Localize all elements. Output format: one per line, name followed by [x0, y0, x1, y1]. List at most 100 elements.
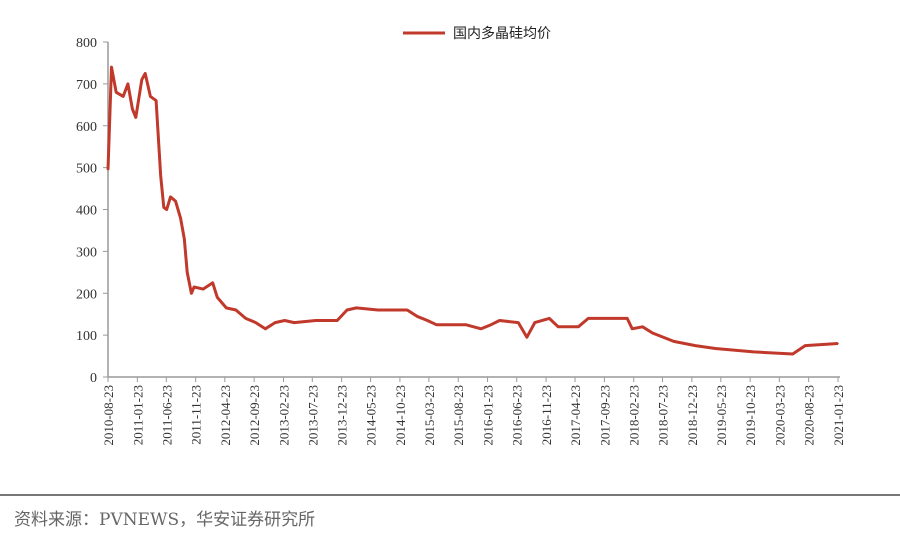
x-tick-label: 2020-08-23: [802, 385, 817, 446]
data-point: [336, 319, 339, 322]
data-point: [193, 286, 195, 288]
data-point: [548, 317, 551, 320]
x-tick-label: 2017-09-23: [597, 385, 612, 446]
data-point: [377, 309, 379, 311]
data-point: [533, 321, 536, 324]
data-point: [274, 321, 276, 324]
data-point: [211, 281, 214, 284]
data-point: [517, 321, 520, 324]
data-point: [626, 317, 629, 320]
data-point: [155, 99, 157, 102]
data-point: [608, 317, 611, 320]
data-point: [183, 238, 186, 240]
legend: 国内多晶硅均价: [403, 25, 551, 42]
data-point: [435, 323, 438, 326]
x-tick-label: 2015-08-23: [451, 385, 466, 446]
data-point: [107, 168, 109, 171]
data-point: [254, 321, 257, 324]
data-point: [169, 196, 172, 198]
data-point: [135, 116, 137, 119]
x-tick-label: 2013-07-23: [305, 385, 320, 446]
data-point: [673, 340, 675, 343]
legend-label: 国内多晶硅均价: [453, 25, 551, 42]
data-point: [186, 271, 189, 274]
x-tick-label: 2016-01-23: [481, 385, 496, 446]
y-tick-label: 300: [76, 245, 97, 260]
x-tick-label: 2017-04-23: [568, 385, 583, 446]
data-point: [837, 342, 839, 345]
data-point: [406, 309, 409, 311]
y-tick-label: 800: [76, 36, 97, 51]
data-point: [355, 307, 358, 309]
data-point: [651, 332, 654, 334]
data-point: [244, 317, 247, 320]
x-tick-label: 2012-04-23: [218, 385, 233, 446]
x-tick-label: 2018-02-23: [627, 385, 642, 446]
data-point: [426, 319, 429, 322]
x-axis: 2010-08-23 2011-01-23 2011-06-23 2011-11-23…: [101, 376, 846, 446]
data-point: [190, 292, 193, 295]
y-axis: 0 100 200 300 400 500 600 700 800: [76, 36, 109, 386]
data-point: [163, 206, 165, 209]
x-tick-label: 2018-07-23: [656, 385, 671, 446]
data-point: [804, 344, 807, 347]
data-point: [752, 351, 755, 353]
y-tick-label: 700: [76, 78, 97, 93]
y-tick-label: 600: [76, 120, 97, 135]
data-point: [144, 72, 147, 75]
data-point: [714, 347, 717, 350]
data-point: [314, 319, 317, 322]
y-tick-label: 500: [76, 162, 97, 177]
plot-series: [106, 65, 839, 356]
data-point: [791, 353, 794, 355]
data-point: [216, 296, 219, 299]
data-point: [127, 83, 129, 85]
x-tick-label: 2011-11-23: [189, 385, 204, 445]
y-tick-label: 100: [76, 329, 97, 344]
series-line: [106, 65, 839, 356]
data-point: [140, 78, 143, 81]
x-tick-label: 2019-10-23: [743, 385, 758, 446]
line-chart: 0 100 200 300 400 500 600 700 800 2010-08-23 2011…: [76, 25, 846, 446]
data-point: [149, 95, 152, 98]
x-tick-label: 2013-02-23: [276, 385, 291, 446]
x-tick-label: 2010-08-23: [101, 385, 116, 446]
y-tick-label: 400: [76, 204, 97, 219]
x-tick-label: 2013-12-23: [335, 385, 350, 446]
data-point: [225, 307, 228, 309]
data-point: [490, 323, 492, 326]
source-divider: [0, 494, 900, 496]
data-point: [641, 325, 644, 328]
data-point: [498, 319, 501, 322]
data-point: [346, 309, 348, 311]
data-point: [131, 108, 134, 110]
source-note: 资料来源：PVNEWS，华安证券研究所: [14, 510, 316, 530]
y-tick-label: 0: [90, 371, 97, 386]
data-point: [110, 66, 113, 68]
data-point: [480, 328, 482, 330]
data-point: [416, 315, 418, 318]
data-point: [202, 288, 204, 290]
data-point: [577, 325, 580, 328]
x-tick-label: 2021-01-23: [831, 385, 846, 446]
data-point: [159, 175, 162, 177]
x-tick-label: 2011-06-23: [159, 385, 174, 445]
data-point: [631, 328, 633, 330]
x-tick-label: 2016-06-23: [510, 385, 525, 446]
y-tick-label: 200: [76, 287, 97, 302]
x-tick-label: 2014-10-23: [393, 385, 408, 446]
x-tick-label: 2015-03-23: [422, 385, 437, 446]
data-point: [179, 217, 182, 219]
data-point: [122, 95, 124, 98]
x-tick-label: 2020-03-23: [772, 385, 787, 446]
x-tick-label: 2012-09-23: [247, 385, 262, 446]
x-tick-label: 2018-12-23: [685, 385, 700, 446]
data-point: [115, 91, 118, 94]
x-tick-label: 2014-05-23: [364, 385, 379, 446]
data-point: [264, 328, 267, 330]
x-tick-label: 2016-11-23: [539, 385, 554, 445]
data-point: [694, 344, 697, 347]
data-point: [587, 317, 590, 320]
data-point: [464, 323, 467, 326]
data-point: [526, 336, 528, 339]
